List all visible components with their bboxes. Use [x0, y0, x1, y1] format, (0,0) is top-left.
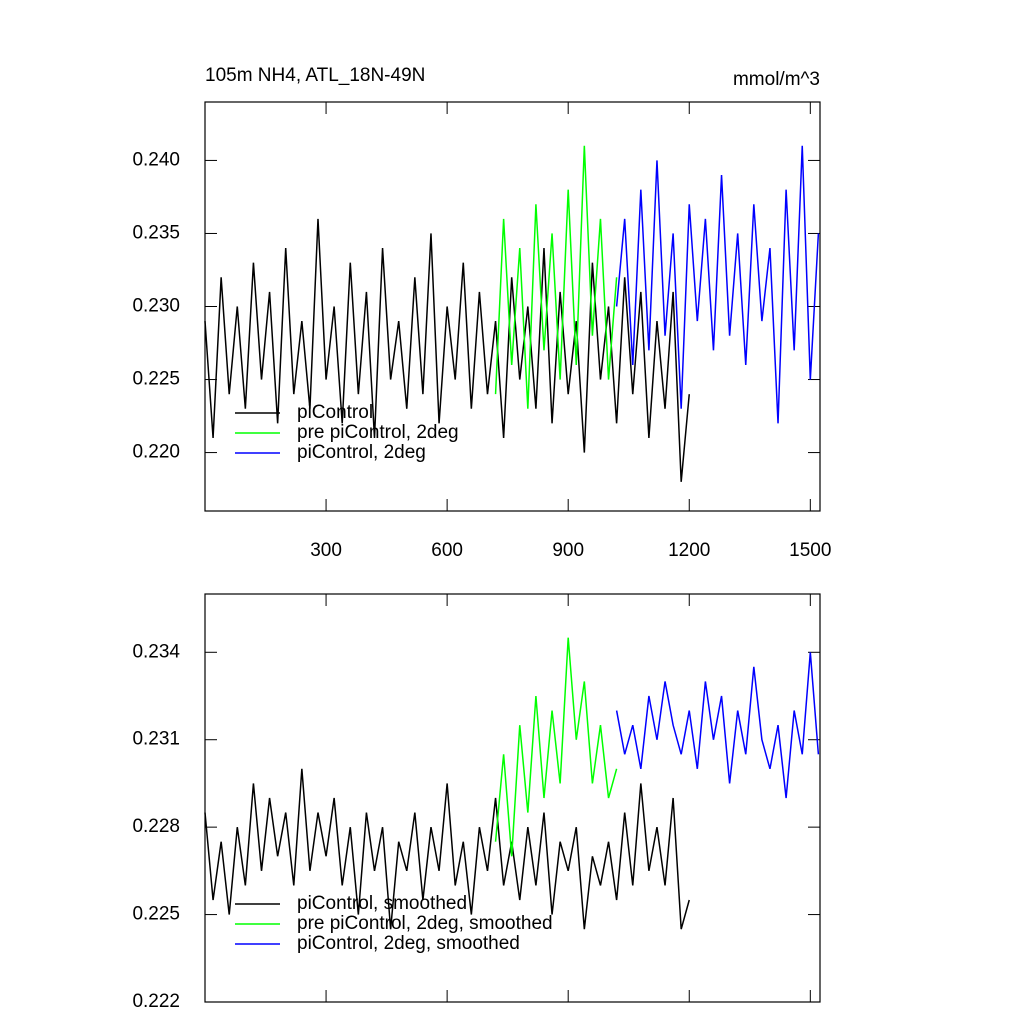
series-line: [494, 637, 618, 857]
y-tick-label: 0.235: [132, 222, 180, 243]
legend-label: piControl: [297, 402, 373, 423]
series-line: [615, 145, 820, 424]
plot-frame: [204, 593, 821, 1003]
chart-title: 105m NH4, ATL_18N-49N: [205, 65, 425, 86]
y-tick-label: 0.240: [132, 149, 180, 170]
y-tick-label: 0.222: [132, 991, 180, 1012]
y-tick-label: 0.228: [132, 816, 180, 837]
y-tick-label: 0.220: [132, 442, 180, 463]
legend-label: pre piControl, 2deg, smoothed: [297, 913, 553, 934]
y-tick-label: 0.230: [132, 296, 180, 317]
legend-label: piControl, smoothed: [297, 893, 467, 914]
x-tick-label: 1500: [789, 540, 831, 561]
series-line: [615, 652, 820, 799]
legend-label: pre piControl, 2deg: [297, 422, 459, 443]
x-tick-label: 1200: [668, 540, 710, 561]
x-tick-label: 300: [310, 540, 342, 561]
x-tick-label: 600: [431, 540, 463, 561]
y-tick-label: 0.231: [132, 729, 180, 750]
series-line: [204, 768, 690, 930]
y-tick-label: 0.234: [132, 641, 180, 662]
x-tick-label: 900: [552, 540, 584, 561]
series-line: [494, 145, 618, 409]
series-line: [204, 218, 690, 482]
legend-label: piControl, 2deg: [297, 442, 426, 463]
y-tick-label: 0.225: [132, 904, 180, 925]
units-label: mmol/m^3: [733, 69, 820, 90]
legend-label: piControl, 2deg, smoothed: [297, 933, 520, 954]
y-tick-label: 0.225: [132, 369, 180, 390]
